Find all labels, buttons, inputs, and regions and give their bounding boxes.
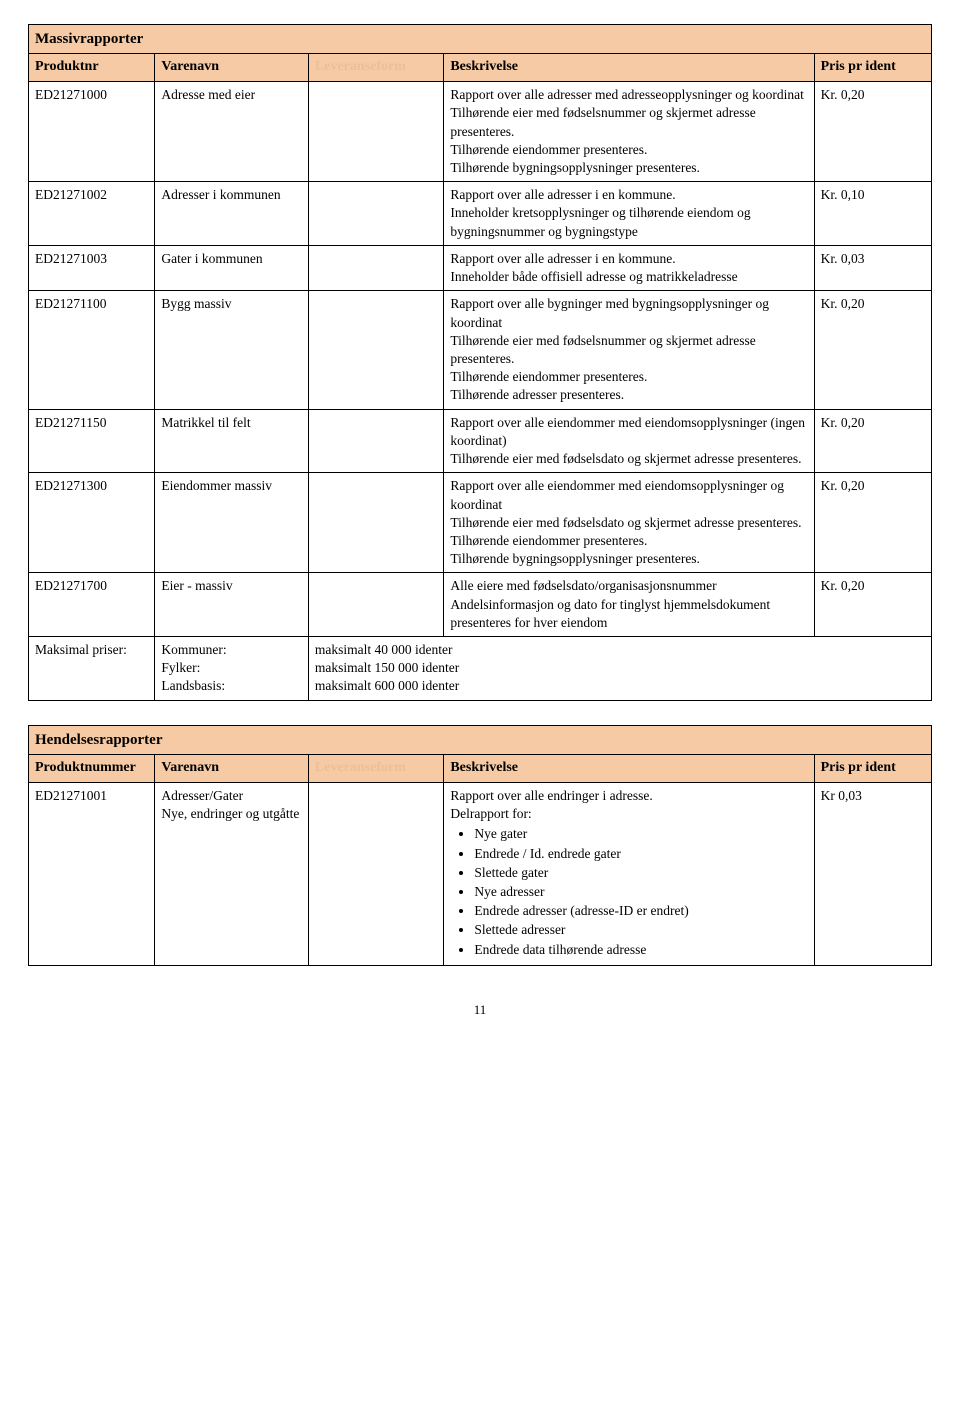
list-item: Endrede / Id. endrede gater [474, 845, 807, 863]
table-row: ED21271700Eier - massiv Alle eiere med fø… [29, 573, 932, 637]
list-item: Slettede gater [474, 864, 807, 882]
col-leveranseform-2: Leveranseform [308, 754, 443, 782]
cell-form [308, 473, 443, 573]
cell-name: Adresser i kommunen [155, 182, 309, 246]
col-varenavn: Varenavn [155, 54, 309, 82]
col-pris-2: Pris pr ident [814, 754, 931, 782]
cell-price: Kr. 0,20 [814, 473, 931, 573]
t2-desc: Rapport over alle endringer i adresse.De… [444, 782, 814, 965]
cell-desc: Rapport over alle adresser i en kommune.… [444, 182, 814, 246]
list-item: Nye adresser [474, 883, 807, 901]
t2-desc-intro: Rapport over alle endringer i adresse.De… [450, 788, 652, 821]
cell-price: Kr. 0,10 [814, 182, 931, 246]
massivrapporter-table: Massivrapporter Produktnr Varenavn Lever… [28, 24, 932, 701]
page-number: 11 [28, 1002, 932, 1018]
cell-name: Gater i kommunen [155, 245, 309, 290]
cell-prod: ED21271700 [29, 573, 155, 637]
cell-form [308, 409, 443, 473]
cell-price: Kr. 0,20 [814, 573, 931, 637]
maksimal-priser-kilder: Kommuner:Fylker:Landsbasis: [155, 637, 309, 701]
cell-form [308, 182, 443, 246]
hendelsesrapporter-table: Hendelsesrapporter Produktnummer Varenav… [28, 725, 932, 966]
col-leveranseform: Leveranseform [308, 54, 443, 82]
cell-prod: ED21271100 [29, 291, 155, 409]
cell-desc: Alle eiere med fødselsdato/organisasjons… [444, 573, 814, 637]
cell-name: Eier - massiv [155, 573, 309, 637]
table1-footer-row: Maksimal priser: Kommuner:Fylker:Landsba… [29, 637, 932, 701]
cell-name: Matrikkel til felt [155, 409, 309, 473]
t2-name: Adresser/GaterNye, endringer og utgåtte [155, 782, 309, 965]
cell-name: Adresse med eier [155, 82, 309, 182]
list-item: Endrede adresser (adresse-ID er endret) [474, 902, 807, 920]
t2-price: Kr 0,03 [814, 782, 931, 965]
col-varenavn-2: Varenavn [155, 754, 309, 782]
cell-desc: Rapport over alle adresser i en kommune.… [444, 245, 814, 290]
table2-row: ED21271001 Adresser/GaterNye, endringer … [29, 782, 932, 965]
cell-prod: ED21271300 [29, 473, 155, 573]
cell-price: Kr. 0,03 [814, 245, 931, 290]
cell-price: Kr. 0,20 [814, 291, 931, 409]
col-pris: Pris pr ident [814, 54, 931, 82]
table-row: ED21271100Bygg massiv Rapport over alle b… [29, 291, 932, 409]
table-row: ED21271003Gater i kommunen Rapport over a… [29, 245, 932, 290]
t2-form [308, 782, 443, 965]
table-row: ED21271150Matrikkel til felt Rapport over… [29, 409, 932, 473]
table-row: ED21271300Eiendommer massiv Rapport over … [29, 473, 932, 573]
table-row: ED21271000Adresse med eier Rapport over a… [29, 82, 932, 182]
list-item: Slettede adresser [474, 921, 807, 939]
table-row: ED21271002Adresser i kommunen Rapport ove… [29, 182, 932, 246]
cell-desc: Rapport over alle eiendommer med eiendom… [444, 409, 814, 473]
maksimal-priser-verdier: maksimalt 40 000 identermaksimalt 150 00… [308, 637, 931, 701]
cell-price: Kr. 0,20 [814, 82, 931, 182]
cell-desc: Rapport over alle adresser med adresseop… [444, 82, 814, 182]
table2-title-row: Hendelsesrapporter [29, 725, 932, 754]
col-produktnummer: Produktnummer [29, 754, 155, 782]
t2-prod: ED21271001 [29, 782, 155, 965]
maksimal-priser-label: Maksimal priser: [29, 637, 155, 701]
cell-form [308, 291, 443, 409]
col-produktnr: Produktnr [29, 54, 155, 82]
cell-prod: ED21271150 [29, 409, 155, 473]
col-beskrivelse: Beskrivelse [444, 54, 814, 82]
cell-form [308, 573, 443, 637]
cell-form [308, 245, 443, 290]
cell-desc: Rapport over alle bygninger med bygnings… [444, 291, 814, 409]
list-item: Nye gater [474, 825, 807, 843]
cell-prod: ED21271000 [29, 82, 155, 182]
table1-title: Massivrapporter [29, 25, 932, 54]
cell-form [308, 82, 443, 182]
cell-name: Bygg massiv [155, 291, 309, 409]
t2-bullet-list: Nye gaterEndrede / Id. endrede gaterSlet… [474, 825, 807, 959]
cell-prod: ED21271002 [29, 182, 155, 246]
list-item: Endrede data tilhørende adresse [474, 941, 807, 959]
cell-name: Eiendommer massiv [155, 473, 309, 573]
cell-prod: ED21271003 [29, 245, 155, 290]
table2-header-row: Produktnummer Varenavn Leveranseform Bes… [29, 754, 932, 782]
cell-desc: Rapport over alle eiendommer med eiendom… [444, 473, 814, 573]
col-beskrivelse-2: Beskrivelse [444, 754, 814, 782]
cell-price: Kr. 0,20 [814, 409, 931, 473]
table1-title-row: Massivrapporter [29, 25, 932, 54]
table2-title: Hendelsesrapporter [29, 725, 932, 754]
table1-header-row: Produktnr Varenavn Leveranseform Beskriv… [29, 54, 932, 82]
